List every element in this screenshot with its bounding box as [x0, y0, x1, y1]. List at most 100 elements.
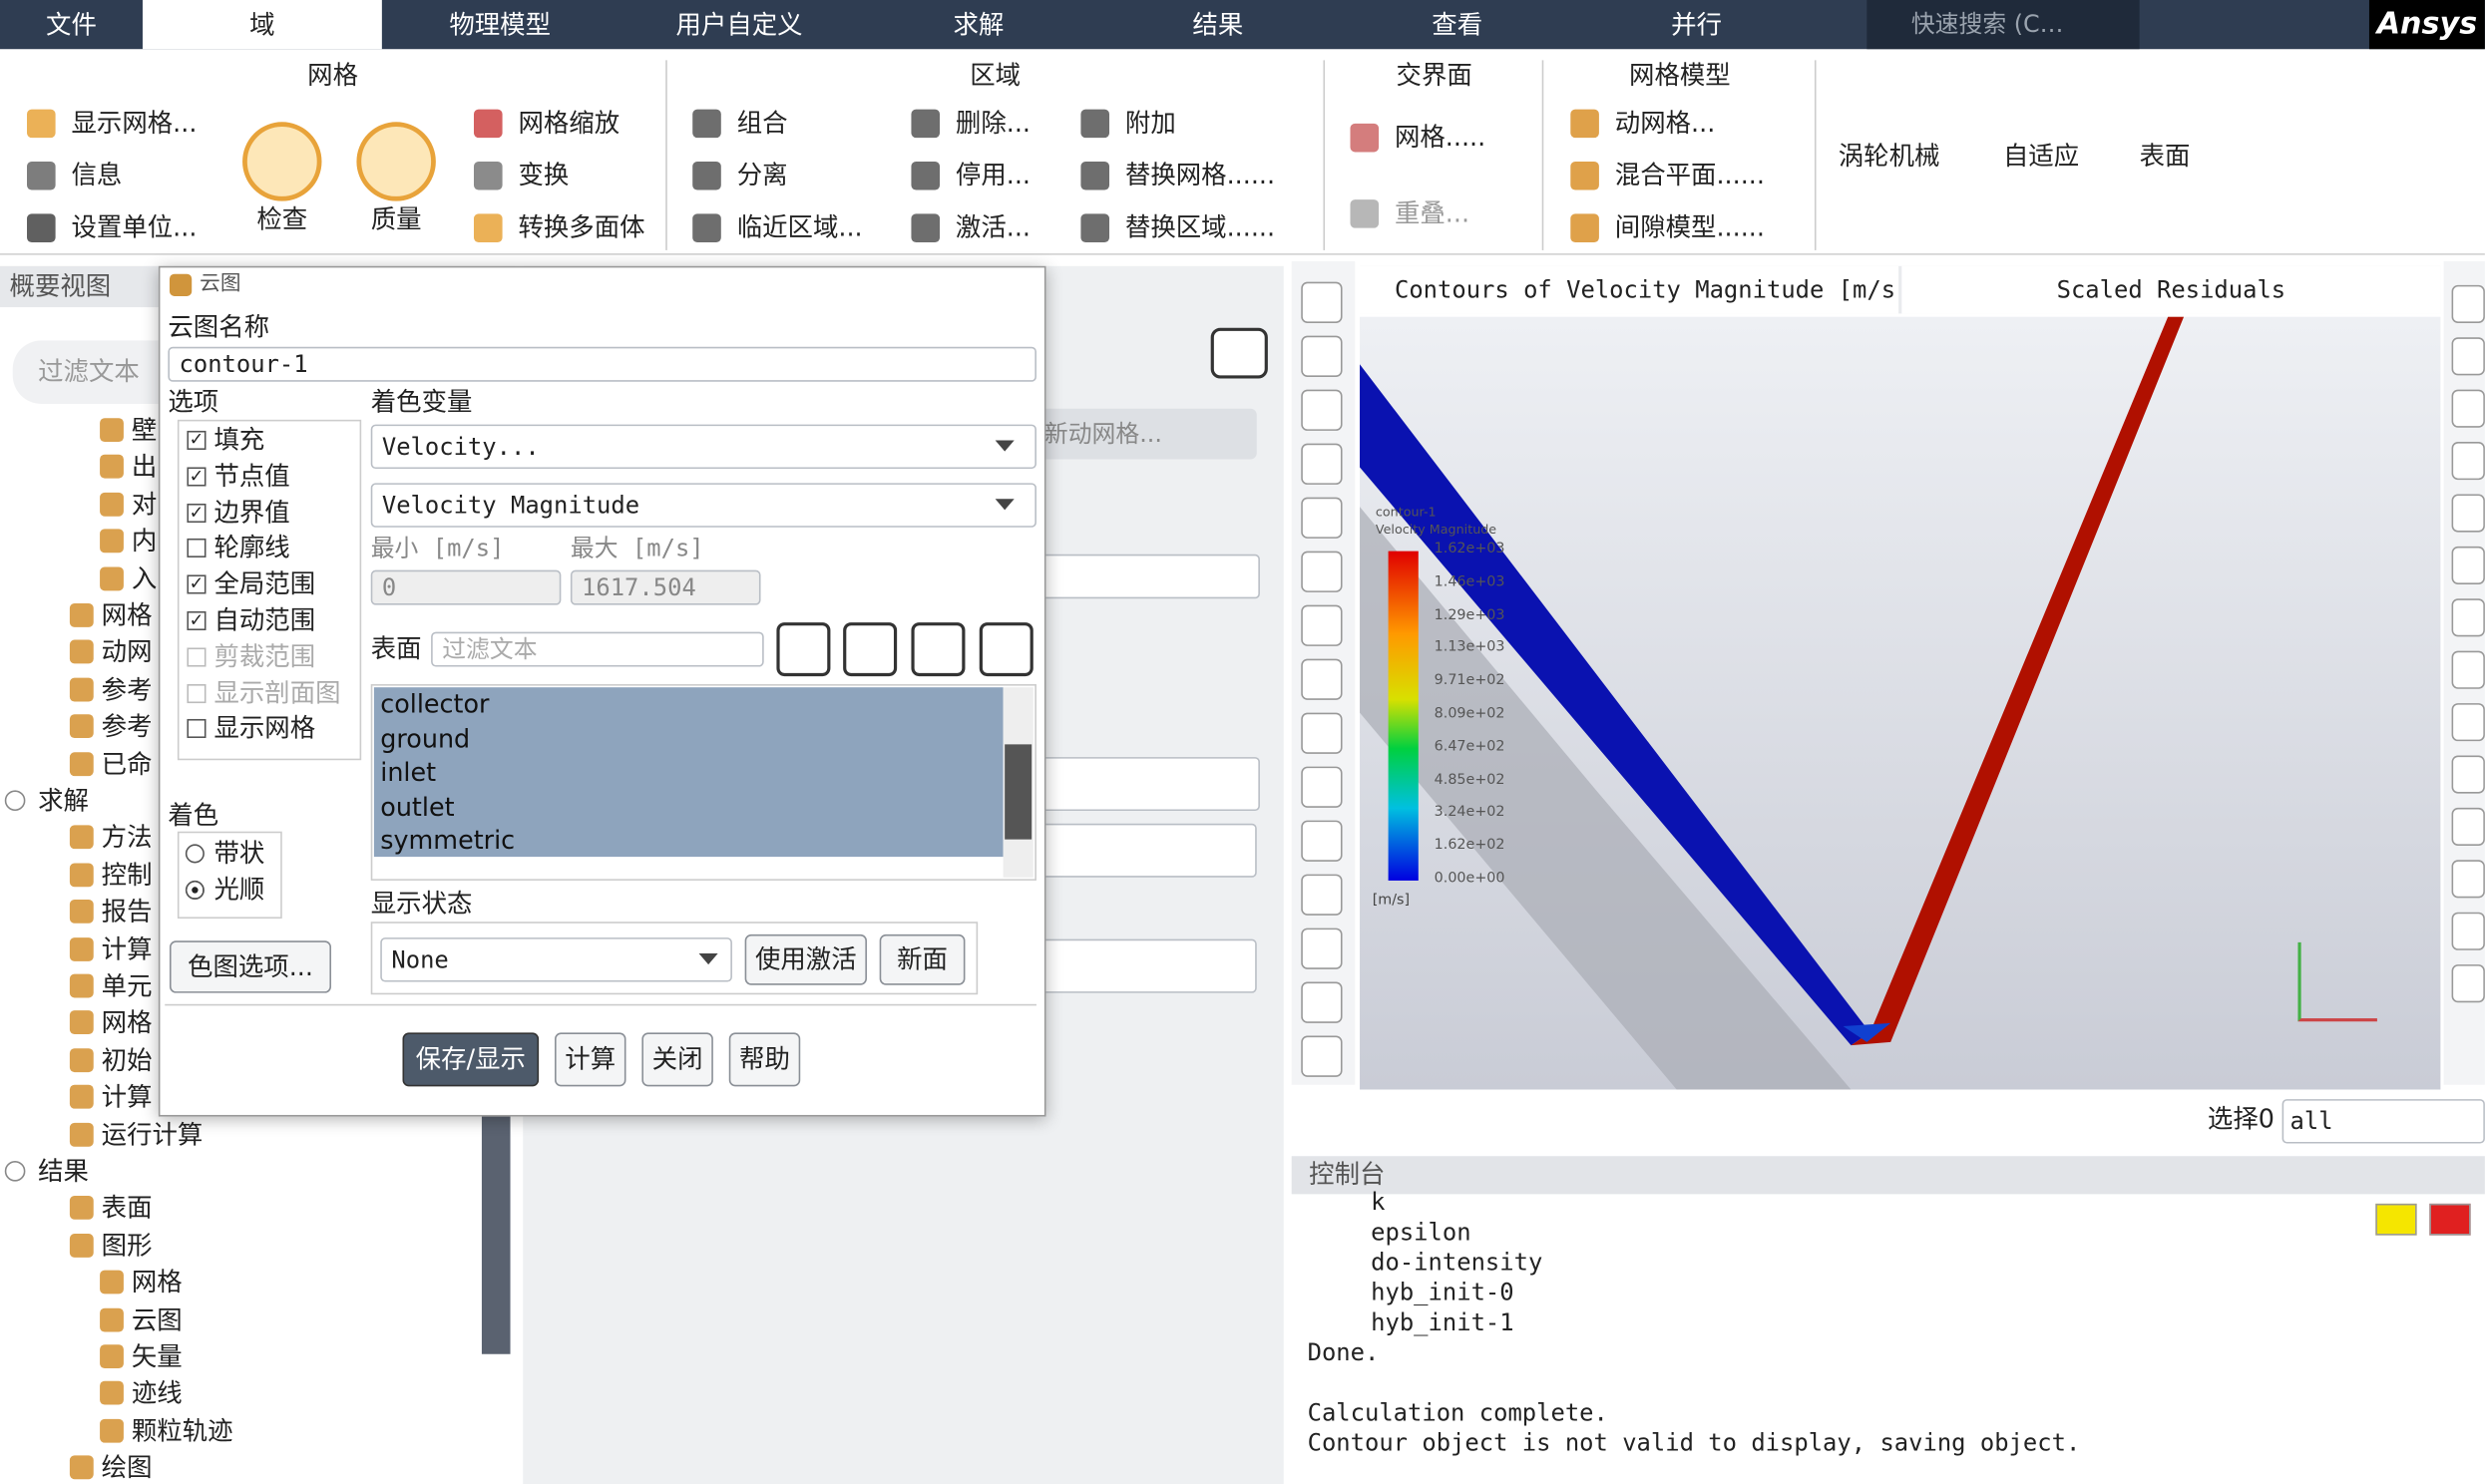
tree-item[interactable]: 云图	[131, 1303, 183, 1335]
ribbon-item[interactable]: 组合	[736, 107, 788, 139]
icon-button[interactable]	[911, 622, 966, 677]
dyn-mesh-button[interactable]: 新动网格...	[1037, 408, 1257, 460]
option-label[interactable]: 显示剖面图	[213, 677, 341, 708]
checkbox[interactable]	[187, 647, 207, 667]
tree-item[interactable]: 对	[131, 489, 158, 520]
tool-icon[interactable]	[2451, 650, 2485, 689]
tool-icon[interactable]	[1301, 712, 1343, 754]
tool-icon[interactable]	[2451, 703, 2485, 742]
ribbon-item[interactable]: 网格.....	[1394, 122, 1486, 153]
radio[interactable]	[185, 880, 205, 900]
tool-icon[interactable]	[1301, 820, 1343, 862]
dropdown[interactable]: Velocity Magnitude	[370, 483, 1036, 528]
tool-icon[interactable]	[1301, 766, 1343, 808]
tree-item[interactable]: 迹线	[131, 1378, 183, 1409]
menu-tab[interactable]: 物理模型	[449, 9, 552, 40]
checkbox[interactable]: ✓	[187, 467, 207, 487]
checkbox[interactable]: ✓	[187, 611, 207, 631]
tree-item[interactable]: 控制	[101, 859, 153, 891]
ribbon-item[interactable]: 替换网格......	[1124, 160, 1276, 190]
name-input[interactable]: contour-1	[168, 346, 1036, 382]
radio-label[interactable]: 光顺	[213, 874, 265, 905]
colormap-button[interactable]: 色图选项...	[169, 940, 332, 993]
tree-item[interactable]: 结果	[38, 1156, 89, 1187]
tree-item[interactable]: 动网	[101, 636, 153, 668]
checkbox[interactable]: ✓	[187, 430, 207, 450]
tree-item[interactable]: 出	[131, 452, 158, 483]
tree-item[interactable]: 壁	[131, 415, 158, 446]
tree-item[interactable]: 网格	[101, 599, 153, 631]
ribbon-item[interactable]: 变换	[518, 160, 570, 190]
surface-item[interactable]: outlet	[380, 791, 455, 822]
tool-icon[interactable]	[1301, 981, 1343, 1023]
tool-icon[interactable]	[1301, 551, 1343, 592]
menu-tab[interactable]: 文件	[46, 9, 97, 40]
ribbon-item[interactable]: 表面	[2139, 141, 2191, 172]
radio-label[interactable]: 带状	[213, 838, 265, 869]
option-label[interactable]: 自动范围	[213, 604, 316, 635]
ribbon-item[interactable]: 重叠...	[1394, 197, 1470, 228]
option-label[interactable]: 全局范围	[213, 568, 316, 599]
menu-tab[interactable]: 用户自定义	[675, 9, 803, 40]
dialog-button[interactable]: 关闭	[641, 1032, 713, 1087]
checkbox[interactable]: ✓	[187, 503, 207, 523]
tool-icon[interactable]	[1301, 1035, 1343, 1077]
tool-icon[interactable]	[2451, 389, 2485, 428]
menu-tab[interactable]: 结果	[1192, 9, 1244, 40]
tree-item[interactable]: 颗粒轨迹	[131, 1415, 233, 1446]
checkbox[interactable]: ✓	[187, 575, 207, 594]
tree-item[interactable]: 矢量	[131, 1341, 183, 1372]
tree-item[interactable]: 绘图	[101, 1452, 153, 1483]
close-button[interactable]	[1008, 269, 1033, 301]
menu-tab[interactable]: 求解	[953, 9, 1005, 40]
tool-icon[interactable]	[2451, 546, 2485, 584]
tree-item[interactable]: 求解	[38, 785, 89, 816]
collapse[interactable]	[1263, 272, 1282, 297]
dialog-button[interactable]: 保存/显示	[402, 1032, 540, 1087]
graphics-tab[interactable]: Contours of Velocity Magnitude [m/s	[1360, 265, 1899, 314]
tree-item[interactable]: 参考	[101, 674, 153, 705]
stop-icon[interactable]	[2429, 1203, 2471, 1236]
dialog-button[interactable]: 帮助	[728, 1032, 801, 1087]
tool-icon[interactable]	[2451, 807, 2485, 846]
tool-icon[interactable]	[1301, 604, 1343, 646]
ribbon-item[interactable]: 涡轮机械	[1838, 141, 1940, 172]
tree-item[interactable]: 计算	[101, 1081, 153, 1113]
tool-icon[interactable]	[2451, 964, 2485, 1003]
menu-tab[interactable]: 并行	[1671, 9, 1723, 40]
tree-item[interactable]: 运行计算	[101, 1119, 204, 1150]
icon-button[interactable]	[843, 622, 898, 677]
ribbon-item[interactable]: 转换多面体	[518, 211, 645, 242]
icon-button[interactable]	[979, 622, 1034, 677]
surface-item[interactable]: ground	[380, 722, 471, 754]
search-box[interactable]: 快速搜索 (C…	[1866, 0, 2140, 50]
checkbox[interactable]	[187, 683, 207, 703]
option-label[interactable]: 轮廓线	[213, 533, 290, 563]
tree-item[interactable]: 表面	[101, 1193, 153, 1224]
tree-item[interactable]: 网格	[131, 1267, 183, 1298]
tool-icon[interactable]	[2451, 494, 2485, 533]
tool-icon[interactable]	[2451, 442, 2485, 481]
state-select[interactable]: None	[380, 937, 732, 982]
ribbon-item[interactable]: 动网格...	[1614, 107, 1716, 139]
tool-icon[interactable]	[2451, 912, 2485, 950]
surface-item[interactable]: inlet	[380, 757, 437, 788]
surface-item[interactable]: collector	[380, 688, 490, 719]
icon-button[interactable]	[776, 622, 831, 677]
new-surface-button[interactable]: 新面	[879, 933, 966, 985]
tree-item[interactable]: 计算	[101, 933, 153, 964]
ribbon-item[interactable]: 检查	[256, 203, 308, 235]
tree-item[interactable]: 入	[131, 562, 158, 593]
tree-item[interactable]: 网格	[101, 1007, 153, 1038]
tool-icon[interactable]	[1301, 928, 1343, 969]
tree-item[interactable]: 内	[131, 526, 158, 556]
tool-icon[interactable]	[2451, 755, 2485, 794]
graphics-tab[interactable]: Scaled Residuals	[1901, 265, 2441, 314]
tree-item[interactable]: 参考	[101, 711, 153, 742]
tool-icon[interactable]	[2451, 337, 2485, 376]
tool-icon[interactable]	[1301, 443, 1343, 485]
menu-tab[interactable]: 查看	[1432, 9, 1483, 40]
ribbon-item[interactable]: 质量	[370, 203, 422, 235]
tool-icon[interactable]	[2451, 598, 2485, 637]
radio[interactable]	[185, 844, 205, 864]
